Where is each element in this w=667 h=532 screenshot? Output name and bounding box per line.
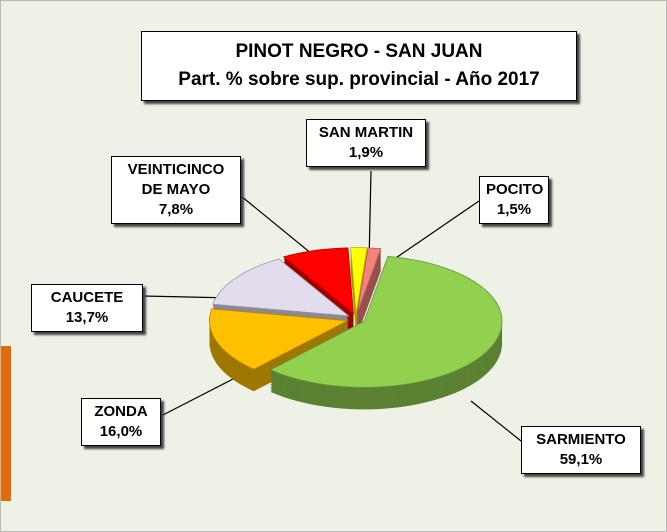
label-value: 1,5% [496, 201, 532, 218]
slice-top [356, 247, 382, 314]
slice-side [357, 269, 381, 336]
slice-side [357, 254, 381, 321]
data-label: SAN MARTIN 1,9% [306, 119, 426, 167]
label-value: 7,8% [158, 201, 194, 218]
slice-side [357, 251, 381, 318]
label-name: POCITO [486, 181, 544, 198]
label-name: SAN MARTIN [318, 124, 414, 141]
data-label: ZONDA 16,0% [81, 398, 161, 446]
slice-side [357, 265, 381, 332]
data-label: CAUCETE 13,7% [31, 284, 143, 332]
label-value: 1,9% [348, 144, 384, 161]
slice-side [357, 266, 381, 333]
label-name: ZONDA [94, 403, 148, 420]
data-label: POCITO 1,5% [479, 176, 549, 224]
label-name: VEINTICINCO DE MAYO [127, 161, 225, 198]
pie-slice [209, 308, 349, 392]
slice-side [357, 260, 381, 327]
slice-side [357, 250, 381, 317]
slice-side [357, 263, 381, 330]
title-box: PINOT NEGRO - SAN JUAN Part. % sobre sup… [141, 31, 577, 101]
pie-slice [269, 255, 503, 410]
pie-slice [356, 247, 382, 336]
label-value: 59,1% [559, 451, 603, 468]
slice-top [350, 247, 368, 314]
leader-line [470, 400, 522, 442]
label-value: 13,7% [65, 309, 109, 326]
label-name: SARMIENTO [536, 431, 626, 448]
slice-side [357, 259, 381, 326]
chart-subtitle: Part. % sobre sup. provincial - Año 2017 [178, 69, 540, 90]
slice-side [357, 257, 381, 324]
slice-side [357, 253, 381, 320]
slice-side [357, 268, 381, 335]
slice-side [357, 256, 381, 323]
slice-top [282, 247, 354, 315]
side-accent [1, 346, 11, 501]
leader-line [386, 200, 480, 265]
label-value: 16,0% [99, 423, 143, 440]
slice-top [212, 258, 350, 317]
chart-title: PINOT NEGRO - SAN JUAN [235, 41, 483, 62]
leader-line [160, 378, 234, 417]
slice-side [357, 262, 381, 329]
label-name: CAUCETE [50, 289, 124, 306]
slice-top [209, 308, 349, 370]
data-label: VEINTICINCO DE MAYO 7,8% [111, 156, 241, 224]
slice-top [269, 255, 503, 388]
data-label: SARMIENTO 59,1% [521, 426, 641, 474]
